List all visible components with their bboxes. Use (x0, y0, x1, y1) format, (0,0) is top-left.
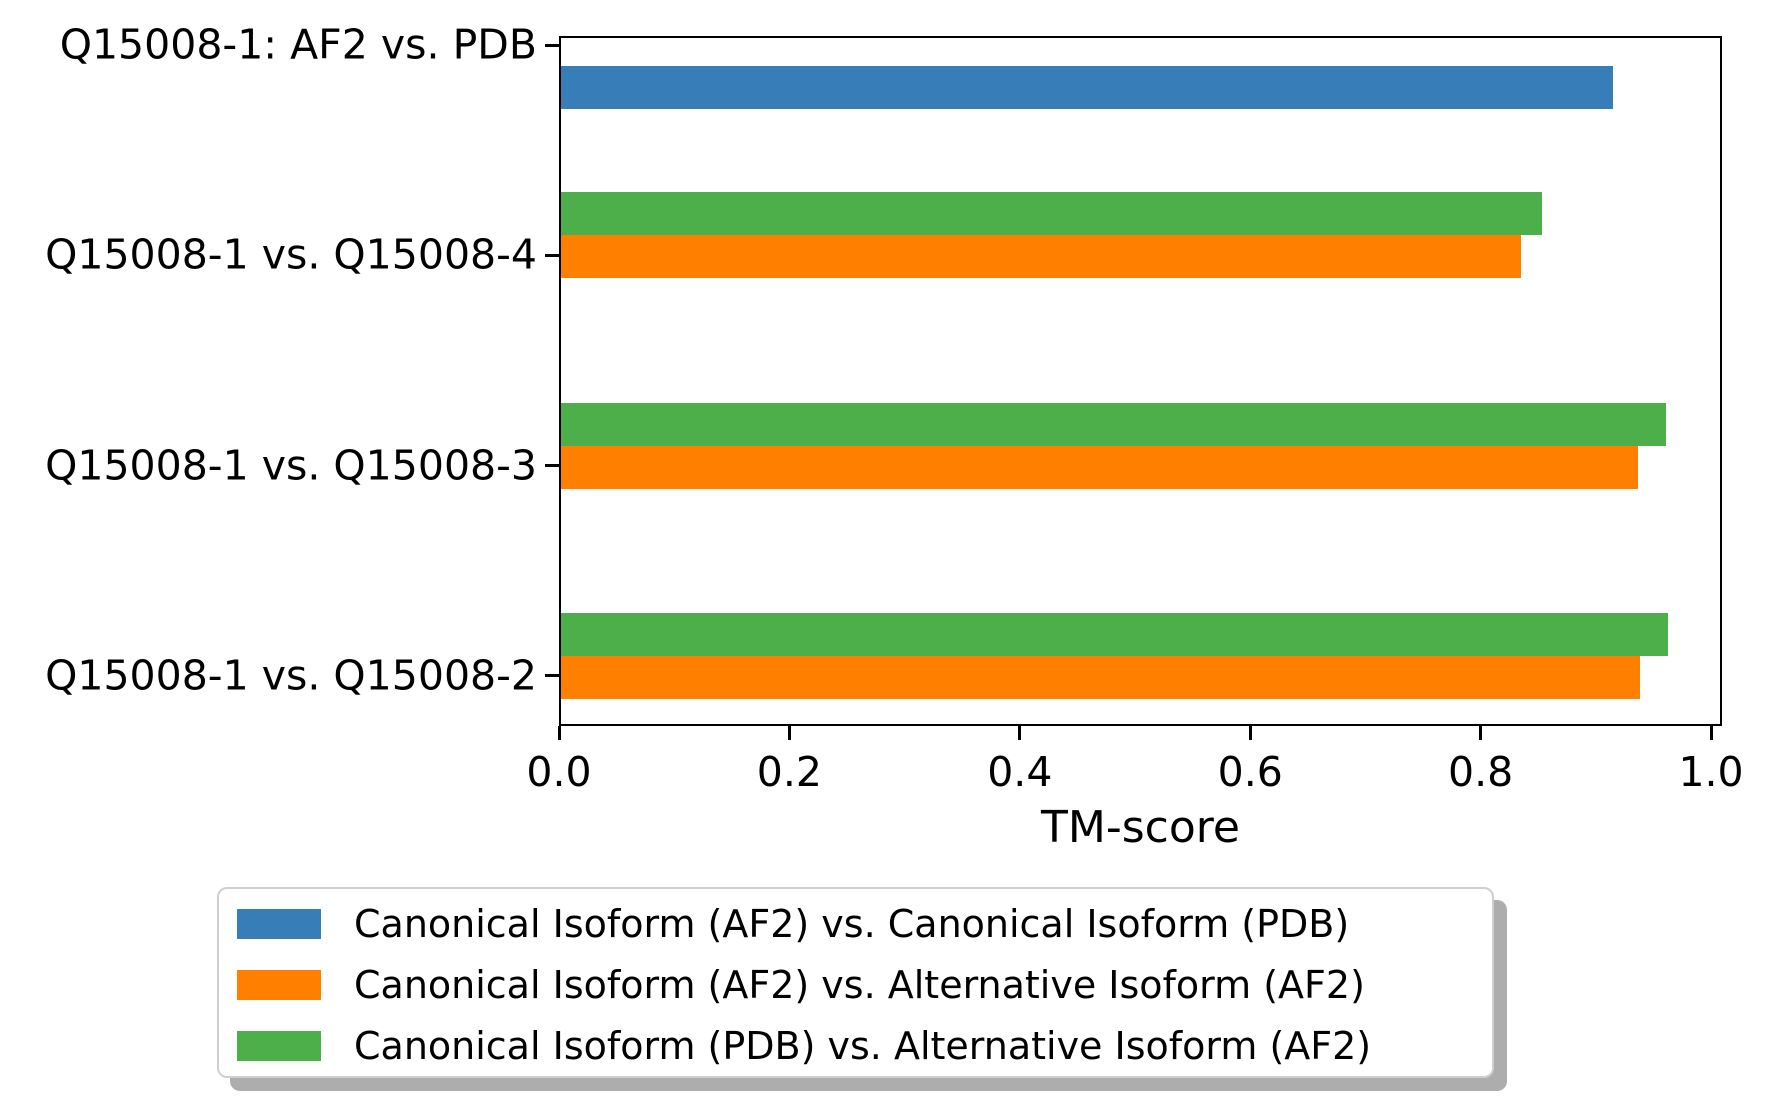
legend-label-0: Canonical Isoform (AF2) vs. Canonical Is… (354, 901, 1350, 946)
y-axis-label-0: Q15008-1: AF2 vs. PDB (59, 20, 537, 69)
x-axis-tick-4 (1479, 726, 1483, 740)
x-axis-tick-label-2: 0.4 (987, 748, 1053, 796)
x-axis-tick-label-1: 0.2 (756, 748, 823, 796)
bar-series-1-row-3 (559, 655, 1640, 699)
y-axis-label-3: Q15008-1 vs. Q15008-2 (45, 651, 537, 700)
x-axis-tick-2 (1018, 726, 1022, 740)
x-axis-tick-label-5: 1.0 (1678, 748, 1744, 796)
x-axis-tick-5 (1709, 726, 1713, 740)
legend-item-0: Canonical Isoform (AF2) vs. Canonical Is… (219, 893, 1492, 954)
legend-swatch-icon-0 (237, 908, 321, 939)
y-axis-label-2: Q15008-1 vs. Q15008-3 (45, 441, 537, 490)
y-axis-tick-2 (545, 464, 559, 468)
x-axis-tick-0 (557, 726, 561, 740)
legend: Canonical Isoform (AF2) vs. Canonical Is… (217, 887, 1494, 1078)
x-axis-tick-label-0: 0.0 (526, 748, 592, 796)
legend-label-2: Canonical Isoform (PDB) vs. Alternative … (354, 1023, 1372, 1068)
bar-series-1-row-1 (559, 235, 1521, 279)
y-axis-tick-1 (545, 253, 559, 257)
legend-swatch-icon-2 (237, 1030, 321, 1061)
legend-swatch-icon-1 (237, 969, 321, 1000)
x-axis-tick-label-4: 0.8 (1448, 748, 1514, 796)
bar-series-2-row-1 (559, 192, 1542, 236)
y-axis-tick-3 (545, 674, 559, 678)
bar-series-2-row-3 (559, 612, 1669, 656)
x-axis-tick-label-3: 0.6 (1217, 748, 1283, 796)
bar-series-0-row-0 (559, 66, 1614, 109)
bar-series-1-row-2 (559, 445, 1639, 489)
x-axis-tick-3 (1248, 726, 1252, 740)
bar-series-2-row-2 (559, 402, 1667, 446)
legend-item-2: Canonical Isoform (PDB) vs. Alternative … (219, 1015, 1492, 1076)
x-axis-title: TM-score (1041, 802, 1240, 853)
y-axis-tick-0 (545, 43, 559, 47)
legend-label-1: Canonical Isoform (AF2) vs. Alternative … (354, 962, 1365, 1007)
legend-item-1: Canonical Isoform (AF2) vs. Alternative … (219, 954, 1492, 1015)
y-axis-label-1: Q15008-1 vs. Q15008-4 (45, 230, 537, 279)
x-axis-tick-1 (787, 726, 791, 740)
